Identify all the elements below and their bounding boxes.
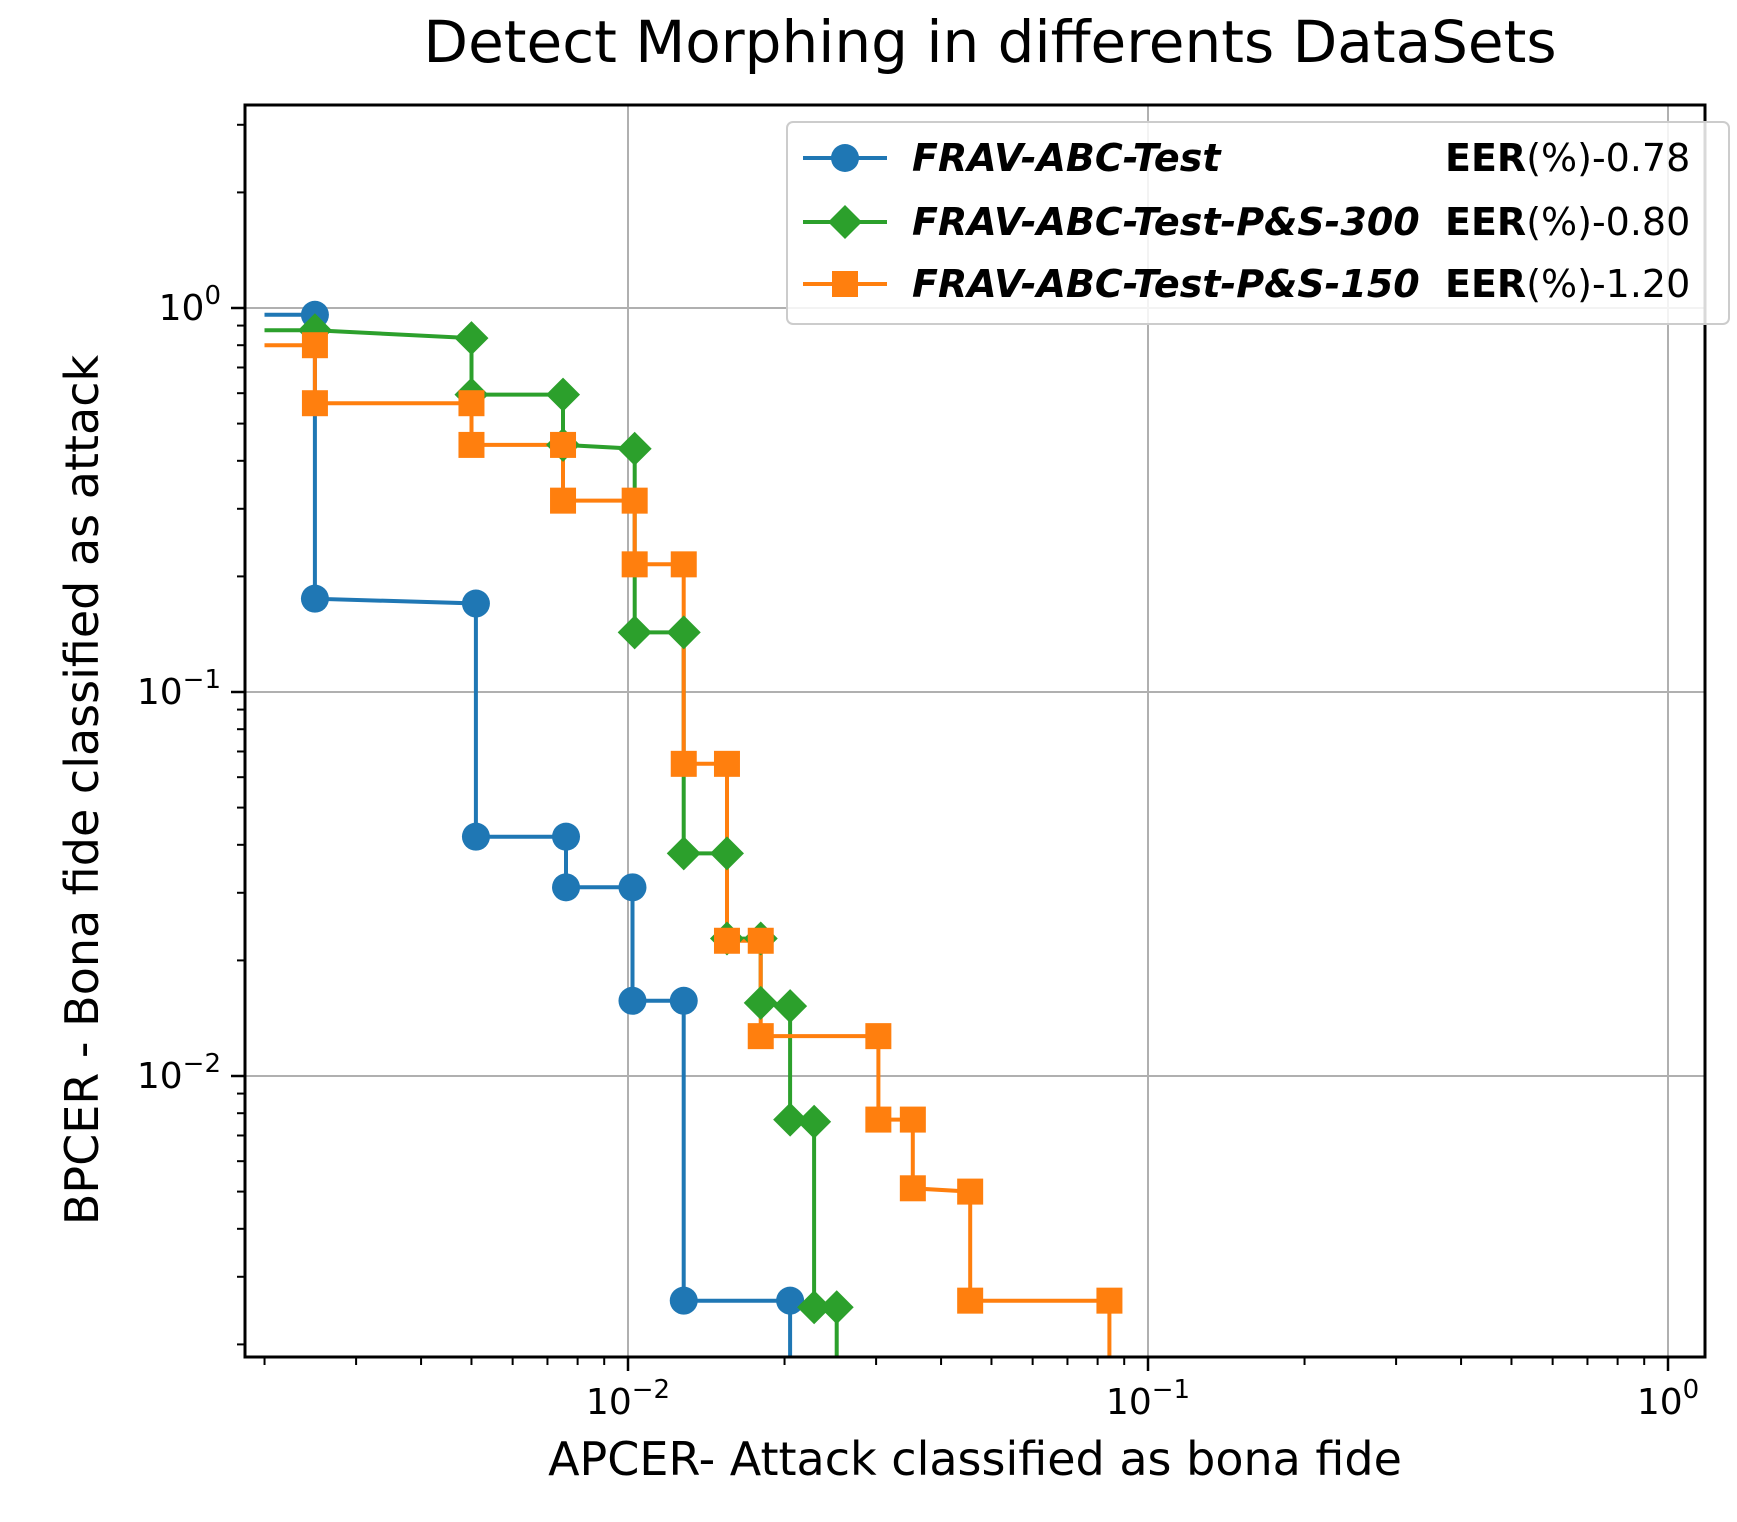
series-2-point: [957, 1287, 984, 1314]
x-tick-label: 100: [1637, 1375, 1699, 1423]
series-0-point: [618, 986, 647, 1015]
y-axis-ticks: 100 10−1 10−2: [137, 123, 245, 1346]
series-1-point: [617, 615, 652, 650]
plot-frame: [243, 103, 1707, 1359]
series-0-point: [300, 584, 329, 613]
series-1-point: [743, 985, 778, 1020]
series-lines: [264, 312, 1112, 1357]
series-2-point: [1096, 1287, 1123, 1314]
series-0-point: [461, 822, 490, 851]
series-0-point: [618, 873, 647, 902]
series-1-point: [819, 1290, 854, 1325]
series-0-point: [669, 1286, 698, 1315]
series-1-point: [773, 1102, 808, 1137]
series-2-point: [301, 390, 328, 417]
series-1-point: [709, 836, 744, 871]
series-2-point: [670, 750, 697, 777]
x-tick-label: 10−2: [586, 1375, 670, 1423]
x-axis-ticks: 10−2 10−1 100: [263, 1357, 1699, 1423]
series-2-point: [550, 487, 577, 514]
series-1-point: [797, 1104, 832, 1139]
legend-marker-1: [828, 205, 862, 239]
series-2-point: [957, 1178, 984, 1205]
legend: FRAV-ABC-Test EER(%)-0.78 FRAV-ABC-Test-P&…: [786, 121, 1730, 325]
series-2-point: [747, 1023, 774, 1050]
legend-eer-1: EER(%)-0.80: [1445, 200, 1690, 244]
series-2-point: [621, 487, 648, 514]
legend-name-2: FRAV-ABC-Test-P&S-150: [912, 262, 1420, 306]
series-2-point: [899, 1175, 926, 1202]
y-tick-label: 10−1: [137, 665, 221, 713]
y-tick-label: 10−2: [137, 1049, 221, 1097]
series-0-point: [776, 1286, 805, 1315]
legend-eer-2: EER(%)-1.20: [1445, 262, 1690, 306]
series-1-point: [797, 1290, 832, 1325]
series-line-0: [264, 312, 793, 1357]
x-tick-label: 10−1: [1106, 1375, 1190, 1423]
y-axis-label: BPCER - Bona fide classified as attack: [55, 355, 109, 1226]
series-2-point: [865, 1023, 892, 1050]
series-0-point: [552, 873, 581, 902]
series-2-point: [747, 927, 774, 954]
series-0-point: [669, 986, 698, 1015]
series-0-point: [552, 822, 581, 851]
y-tick-label: 100: [159, 281, 221, 329]
series-1-point: [666, 836, 701, 871]
series-2-point: [670, 551, 697, 578]
series-2-point: [550, 431, 577, 458]
chart-title: Detect Morphing in differents DataSets: [423, 8, 1556, 76]
series-2-point: [458, 390, 485, 417]
legend-marker-0: [831, 144, 859, 172]
series-2-point: [865, 1106, 892, 1133]
series-2-point: [301, 332, 328, 359]
legend-box: [786, 121, 1730, 325]
series-line-1: [264, 328, 839, 1357]
series-2-point: [621, 551, 648, 578]
series-1-point: [546, 377, 581, 412]
series-2-point: [713, 750, 740, 777]
series-1-point: [666, 615, 701, 650]
series-1-point: [454, 321, 489, 356]
legend-marker-2: [832, 271, 858, 297]
series-2-point: [713, 927, 740, 954]
series-markers: [297, 300, 1123, 1325]
x-axis-label: APCER- Attack classified as bona fide: [548, 1432, 1402, 1486]
series-2-point: [458, 431, 485, 458]
legend-eer-0: EER(%)-0.78: [1445, 136, 1690, 180]
series-1-point: [773, 989, 808, 1024]
legend-name-1: FRAV-ABC-Test-P&S-300: [912, 200, 1420, 244]
series-0-point: [461, 589, 490, 618]
series-1-point: [617, 431, 652, 466]
series-2-point: [899, 1106, 926, 1133]
legend-name-0: FRAV-ABC-Test: [912, 136, 1222, 180]
